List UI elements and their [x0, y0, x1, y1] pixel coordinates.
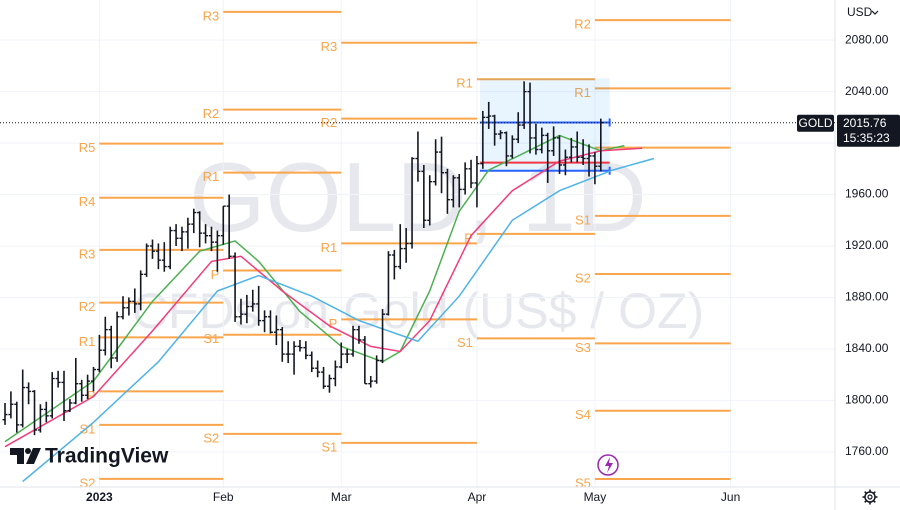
- pivot-label: S1: [457, 335, 473, 350]
- y-tick-label: 2040.00: [845, 84, 889, 98]
- pivot-label: R3: [79, 246, 96, 261]
- gear-ring[interactable]: [864, 491, 876, 503]
- pivot-label: P: [211, 267, 220, 282]
- moving-average: [4, 147, 643, 448]
- logo-v: [26, 448, 41, 464]
- y-tick-label: 2080.00: [845, 32, 889, 46]
- y-tick-label: 1920.00: [845, 238, 889, 252]
- countdown-label: 15:35:23: [843, 131, 890, 145]
- y-tick-label: 1880.00: [845, 290, 889, 304]
- y-tick-label: 1960.00: [845, 187, 889, 201]
- pivot-label: R4: [79, 194, 96, 209]
- pivot-label: P: [329, 316, 338, 331]
- alert-bolt[interactable]: [605, 457, 613, 473]
- brand-name: TradingView: [45, 445, 169, 468]
- last-price-label: 2015.76: [843, 116, 887, 130]
- x-tick-label: Feb: [213, 490, 234, 504]
- pivot-label: R5: [79, 140, 96, 155]
- settings-button[interactable]: [862, 489, 878, 505]
- pivot-label: R2: [321, 115, 338, 130]
- currency-caret[interactable]: [871, 10, 879, 15]
- time-axis: [0, 487, 835, 510]
- y-tick-label: 1760.00: [845, 444, 889, 458]
- symbol-tag: [797, 114, 834, 132]
- y-tick-label: 1800.00: [845, 393, 889, 407]
- volume-profile: [479, 78, 611, 175]
- pivot-label: S1: [79, 421, 95, 436]
- gear-teeth[interactable]: [862, 489, 878, 505]
- price-axis: [835, 0, 900, 510]
- x-tick-label: May: [584, 490, 607, 504]
- pivot-label: R2: [79, 299, 96, 314]
- price-tag: [837, 114, 900, 147]
- price-bars: [2, 81, 604, 436]
- gear-center[interactable]: [867, 494, 873, 500]
- pivot-label: R3: [321, 39, 338, 54]
- y-tick-label: 1840.00: [845, 341, 889, 355]
- pivot-label: R1: [79, 334, 96, 349]
- pivot-label: P: [464, 230, 473, 245]
- x-tick-label: Jun: [721, 490, 740, 504]
- pivot-label: R2: [574, 17, 591, 32]
- currency-label[interactable]: USD: [847, 5, 873, 19]
- alert-icon[interactable]: [597, 454, 619, 476]
- pivot-label: S1: [203, 331, 219, 346]
- profile-range: [479, 78, 610, 171]
- pivot-label: S2: [575, 270, 591, 285]
- pivot-label: S1: [321, 439, 337, 454]
- watermark-subtitle: CFDs on Gold (US$ / OZ): [132, 283, 704, 339]
- pivot-label: R1: [203, 169, 220, 184]
- brand-logo: TradingView: [10, 445, 169, 468]
- x-tick-label: 2023: [86, 490, 113, 504]
- pivot-label: S1: [575, 212, 591, 227]
- x-tick-label: Apr: [468, 490, 487, 504]
- pivot-points: R5 R4 R3 R2 R1 P S1 S2 R3 R2 R1 P S1 S2 R3 R2 R1 P S1 R1 P S1…: [79, 8, 731, 490]
- pivot-label: S4: [575, 407, 591, 422]
- logo-dot: [25, 448, 31, 454]
- pivot-label: P: [87, 388, 96, 403]
- pivot-label: R1: [574, 85, 591, 100]
- pivot-label: R2: [203, 106, 220, 121]
- currency-button[interactable]: USD: [847, 5, 879, 19]
- logo-t: [10, 448, 24, 464]
- moving-average: [22, 157, 655, 483]
- pivot-label: S2: [203, 430, 219, 445]
- symbol-label: GOLD: [798, 116, 832, 130]
- x-tick-label: Mar: [331, 490, 352, 504]
- pivot-label: R1: [456, 76, 473, 91]
- pivot-label: S3: [575, 340, 591, 355]
- pivot-label: R3: [203, 8, 220, 23]
- pivot-label: R1: [321, 240, 338, 255]
